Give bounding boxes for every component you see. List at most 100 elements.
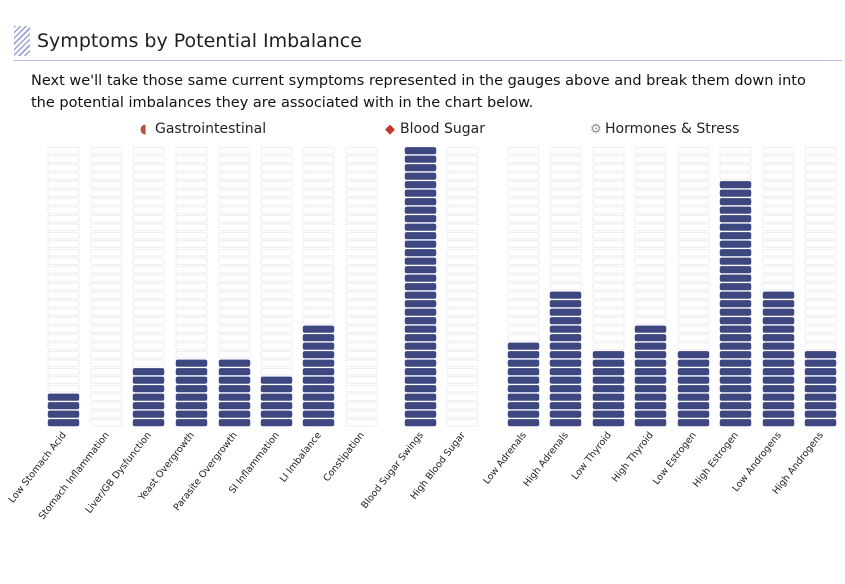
- bar-segment-empty: [132, 248, 165, 257]
- bar-segment-filled: [592, 376, 625, 384]
- bar-segment-empty: [677, 248, 710, 257]
- bar-segment-empty: [345, 189, 378, 197]
- bar-segment-filled: [719, 189, 752, 197]
- bar-segment-empty: [345, 359, 378, 367]
- bar-segment-empty: [90, 240, 123, 248]
- bar: [47, 146, 80, 427]
- bar-segment-empty: [762, 240, 795, 248]
- bar-segment-filled: [804, 393, 837, 401]
- bar-segment-empty: [132, 333, 165, 342]
- bar-segment-empty: [302, 248, 335, 257]
- bar-segment-empty: [47, 257, 80, 265]
- bar-segment-filled: [302, 419, 335, 427]
- bar-segment-empty: [677, 291, 710, 299]
- bar-segment-empty: [804, 333, 837, 342]
- bar-segment-empty: [302, 180, 335, 189]
- bar-segment-empty: [677, 299, 710, 308]
- bar-segment-filled: [47, 410, 80, 418]
- bar-segment-empty: [345, 197, 378, 206]
- bar-segment-empty: [218, 231, 251, 240]
- bar-segment-empty: [719, 146, 752, 155]
- bar-segment-empty: [175, 350, 208, 359]
- bar-segment-empty: [175, 265, 208, 274]
- bar-segment-filled: [592, 368, 625, 376]
- bar-segment-empty: [592, 172, 625, 180]
- section-title: Symptoms by Potential Imbalance: [37, 30, 362, 52]
- bar-segment-empty: [302, 316, 335, 325]
- bar-segment-empty: [132, 342, 165, 350]
- bar-segment-empty: [634, 206, 667, 214]
- tick-label: LI Imbalance: [278, 430, 324, 485]
- bar-segment-filled: [218, 359, 251, 367]
- bar-segment-empty: [345, 257, 378, 265]
- bar-segment-filled: [762, 351, 795, 359]
- bar-segment-empty: [592, 240, 625, 248]
- bar-segment-empty: [804, 342, 837, 350]
- bar-segment-empty: [218, 197, 251, 206]
- bar-segment-filled: [507, 342, 540, 350]
- bar-segment-empty: [90, 316, 123, 325]
- bar-segment-empty: [132, 316, 165, 325]
- bar-segment-empty: [719, 163, 752, 172]
- bar-segment-empty: [175, 240, 208, 248]
- bar-segment-filled: [404, 189, 437, 197]
- bar-segment-empty: [90, 257, 123, 265]
- bar-segment-empty: [260, 206, 293, 214]
- bar-segment-filled: [260, 376, 293, 384]
- bar-segment-empty: [804, 146, 837, 155]
- bar-segment-filled: [719, 385, 752, 393]
- bar-segment-empty: [175, 172, 208, 180]
- bar-segment-empty: [677, 274, 710, 282]
- bar-segment-empty: [634, 274, 667, 282]
- bar-segment-empty: [218, 163, 251, 172]
- bar-segment-empty: [634, 299, 667, 308]
- bar-segment-empty: [762, 189, 795, 197]
- bar-segment-empty: [90, 410, 123, 418]
- bar-segment-empty: [260, 231, 293, 240]
- bar-segment-empty: [549, 274, 582, 282]
- bar-segment-filled: [218, 393, 251, 401]
- bar-segment-filled: [634, 419, 667, 427]
- bar-segment-filled: [549, 351, 582, 359]
- bar-segment-empty: [90, 333, 123, 342]
- tick-label: Low Estrogen: [651, 430, 699, 487]
- bar-segment-empty: [132, 325, 165, 333]
- bar-segment-empty: [446, 265, 479, 274]
- bar-segment-empty: [762, 274, 795, 282]
- bar-segment-empty: [592, 342, 625, 350]
- bar-segment-empty: [175, 299, 208, 308]
- bar-segment-filled: [719, 240, 752, 248]
- bar-segment-empty: [175, 231, 208, 240]
- bar-segment-empty: [507, 231, 540, 240]
- bar-segment-filled: [175, 385, 208, 393]
- bar-segment-empty: [345, 172, 378, 180]
- bar-segment-empty: [592, 163, 625, 172]
- bar-segment-empty: [592, 265, 625, 274]
- bar-segment-empty: [47, 248, 80, 257]
- bar-segment-filled: [719, 325, 752, 333]
- bar-segment-filled: [677, 402, 710, 410]
- bar-segment-filled: [762, 376, 795, 384]
- bar-segment-empty: [90, 350, 123, 359]
- bar: [260, 146, 293, 427]
- bar-segment-empty: [47, 240, 80, 248]
- bar-segment-empty: [90, 146, 123, 155]
- bar-segment-filled: [762, 410, 795, 418]
- bar-segment-filled: [592, 402, 625, 410]
- bar-segment-empty: [549, 189, 582, 197]
- bar-segment-empty: [446, 384, 479, 393]
- bar-segment-empty: [175, 163, 208, 172]
- bar-segment-empty: [260, 180, 293, 189]
- bar: [677, 146, 710, 427]
- bar-segment-empty: [302, 231, 335, 240]
- bar-segment-empty: [804, 155, 837, 163]
- bar-segment-empty: [302, 240, 335, 248]
- bar-segment-empty: [132, 257, 165, 265]
- bar-segment-empty: [446, 359, 479, 367]
- bar-segment-filled: [592, 393, 625, 401]
- bar-segment-filled: [804, 402, 837, 410]
- bar-segment-empty: [302, 291, 335, 299]
- bar-segment-empty: [446, 342, 479, 350]
- bar-segment-empty: [677, 189, 710, 197]
